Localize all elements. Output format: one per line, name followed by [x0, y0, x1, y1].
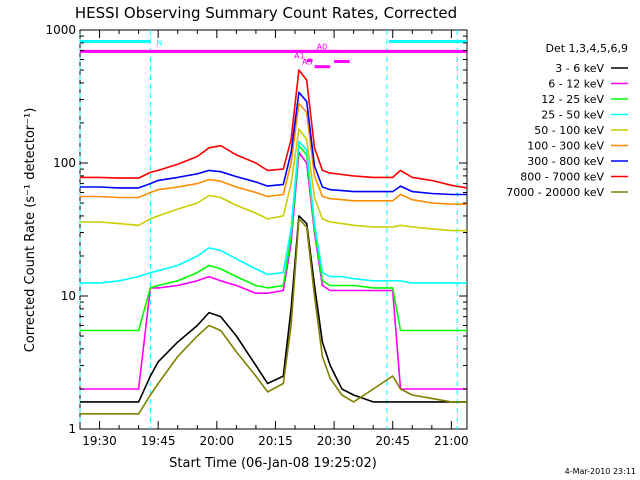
x-tick-label-2: 20:00 — [200, 434, 235, 448]
legend: Det 1,3,4,5,6,9 3 - 6 keV 6 - 12 keV 12 - 2… — [506, 42, 628, 199]
x-tick-label-0: 19:30 — [82, 434, 117, 448]
y-tick-label-2: 100 — [53, 156, 76, 170]
series-line-1 — [80, 151, 467, 390]
legend-label-6: 300 - 800 keV — [527, 155, 604, 168]
legend-label-4: 50 - 100 keV — [534, 124, 604, 137]
series-line-3 — [80, 140, 467, 284]
x-axis-label: Start Time (06-Jan-08 19:25:02) — [169, 456, 377, 471]
flag-label-0: N — [156, 38, 162, 47]
flag-label-4: A1 — [294, 51, 305, 60]
legend-label-7: 800 - 7000 keV — [520, 171, 604, 184]
legend-label-1: 6 - 12 keV — [548, 78, 604, 91]
series-line-7 — [80, 69, 468, 189]
legend-label-8: 7000 - 20000 keV — [506, 186, 604, 199]
y-tick-label-0: 1 — [68, 422, 76, 436]
series-line-8 — [80, 218, 467, 415]
x-axis: 19:30 19:45 20:00 20:15 20:30 20:45 21:00 — [79, 30, 469, 448]
series-lines — [80, 69, 468, 415]
y-tick-label-3: 1000 — [45, 23, 76, 37]
x-tick-label-6: 21:00 — [434, 434, 469, 448]
y-axis: 1 10 100 1000 — [45, 23, 467, 436]
flag-label-3: A0 — [317, 42, 328, 51]
y-axis-label: Corrected Count Rate (s⁻¹ detector⁻¹) — [23, 108, 38, 353]
legend-label-3: 25 - 50 keV — [541, 109, 604, 122]
footer-timestamp: 4-Mar-2010 23:11 — [565, 467, 636, 476]
plot-frame — [79, 29, 468, 430]
y-tick-label-1: 10 — [61, 289, 76, 303]
series-line-0 — [80, 215, 467, 403]
legend-label-2: 12 - 25 keV — [541, 93, 604, 106]
x-tick-label-5: 20:45 — [375, 434, 410, 448]
series-line-4 — [80, 128, 467, 232]
series-line-5 — [80, 102, 467, 205]
series-line-2 — [80, 144, 467, 332]
chart-title: HESSI Observing Summary Count Rates, Cor… — [75, 4, 457, 22]
x-tick-label-4: 20:30 — [317, 434, 352, 448]
legend-label-5: 100 - 300 keV — [527, 140, 604, 153]
x-tick-label-3: 20:15 — [258, 434, 293, 448]
time-markers — [79, 30, 458, 429]
legend-label-0: 3 - 6 keV — [555, 62, 604, 75]
flag-label-5: A3 — [302, 58, 313, 67]
series-line-6 — [80, 91, 467, 196]
legend-title: Det 1,3,4,5,6,9 — [545, 42, 628, 55]
x-tick-label-1: 19:45 — [141, 434, 176, 448]
